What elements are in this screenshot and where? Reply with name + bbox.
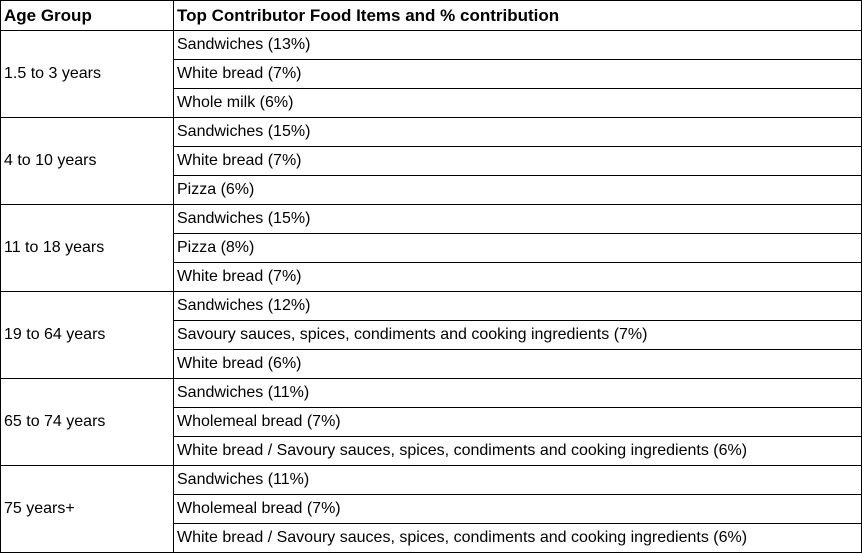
contributors-header: Top Contributor Food Items and % contrib… bbox=[173, 0, 862, 31]
contributor-cell: White bread (7%) bbox=[173, 59, 862, 89]
table-row: 1.5 to 3 years Sandwiches (13%) bbox=[0, 30, 862, 118]
table-row: 4 to 10 years Sandwiches (15%) bbox=[0, 117, 862, 205]
table-row: Wholemeal bread (7%) bbox=[1, 494, 862, 524]
contributor-cell: Sandwiches (12%) bbox=[173, 291, 862, 321]
contributor-cell: Sandwiches (11%) bbox=[173, 465, 862, 495]
table-row: 19 to 64 years Sandwiches (12%) bbox=[0, 291, 862, 379]
table-row: White bread (6%) bbox=[1, 349, 862, 379]
contributor-cell: White bread (6%) bbox=[173, 349, 862, 379]
age-group-cell: 4 to 10 years bbox=[0, 117, 174, 205]
age-group-header: Age Group bbox=[0, 0, 174, 31]
table-row: 75 years+ Sandwiches (11%) bbox=[0, 465, 862, 553]
contributor-cell: White bread (7%) bbox=[173, 262, 862, 292]
contributor-cell: Whole milk (6%) bbox=[173, 88, 862, 118]
contributor-cell: White bread (7%) bbox=[173, 146, 862, 176]
contributor-cell: Sandwiches (15%) bbox=[173, 117, 862, 147]
contributor-cell: Wholemeal bread (7%) bbox=[173, 494, 862, 524]
age-group-cell: 19 to 64 years bbox=[0, 291, 174, 379]
table-row: White bread (7%) bbox=[1, 262, 862, 292]
contributor-cell: White bread / Savoury sauces, spices, co… bbox=[173, 436, 862, 466]
header-row: Age Group Top Contributor Food Items and… bbox=[0, 0, 862, 31]
contributor-cell: Wholemeal bread (7%) bbox=[173, 407, 862, 437]
age-group-cell: 1.5 to 3 years bbox=[0, 30, 174, 118]
table-row: White bread / Savoury sauces, spices, co… bbox=[1, 436, 862, 466]
table-row: White bread / Savoury sauces, spices, co… bbox=[1, 523, 862, 553]
table-row: 11 to 18 years Sandwiches (15%) bbox=[0, 204, 862, 292]
contributor-cell: Sandwiches (15%) bbox=[173, 204, 862, 234]
contributor-cell: Pizza (6%) bbox=[173, 175, 862, 205]
age-group-cell: 11 to 18 years bbox=[0, 204, 174, 292]
table-row: Savoury sauces, spices, condiments and c… bbox=[1, 320, 862, 350]
contributor-cell: Sandwiches (11%) bbox=[173, 378, 862, 408]
contributor-cell: Pizza (8%) bbox=[173, 233, 862, 263]
table-row: Whole milk (6%) bbox=[1, 88, 862, 118]
table-row: Pizza (6%) bbox=[1, 175, 862, 205]
age-group-cell: 75 years+ bbox=[0, 465, 174, 553]
contributor-cell: Savoury sauces, spices, condiments and c… bbox=[173, 320, 862, 350]
contributor-cell: Sandwiches (13%) bbox=[173, 30, 862, 60]
table-row: Wholemeal bread (7%) bbox=[1, 407, 862, 437]
age-group-cell: 65 to 74 years bbox=[0, 378, 174, 466]
table-row: 65 to 74 years Sandwiches (11%) bbox=[0, 378, 862, 466]
contributor-cell: White bread / Savoury sauces, spices, co… bbox=[173, 523, 862, 553]
table-row: White bread (7%) bbox=[1, 59, 862, 89]
